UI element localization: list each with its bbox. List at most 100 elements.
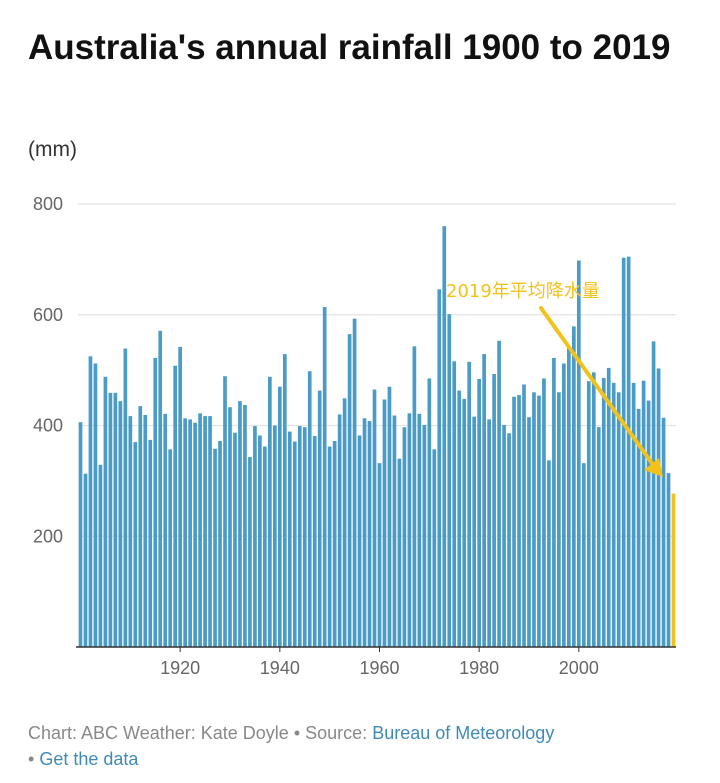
x-tick-label-1920: 1920 [160,658,200,678]
bar-2002 [586,381,591,647]
bar-2012 [636,408,641,647]
bar-1903 [93,363,98,647]
bar-1964 [397,458,402,647]
bar-1949 [322,306,327,647]
x-tick-label-1940: 1940 [260,658,300,678]
bar-2008 [616,392,621,647]
get-data-link[interactable]: Get the data [39,749,139,769]
bar-1959 [372,389,377,647]
footer-separator: • [293,723,301,743]
bar-1938 [268,376,272,647]
bar-1929 [223,376,227,647]
bar-1966 [407,413,412,647]
bar-1925 [203,416,207,647]
annotation-arrow-shaft [539,306,656,468]
y-tick-label-800: 800 [33,194,63,214]
bar-1918 [168,449,173,647]
bar-2019 [671,493,676,647]
annotation-layer: 2019年平均降水量 [446,281,663,477]
bar-2017 [661,417,666,647]
bar-1901 [83,473,88,647]
bar-1956 [357,435,362,647]
bar-1995 [552,357,556,647]
bar-1967 [412,346,417,647]
bar-1975 [452,361,457,647]
chart-footer: Chart: ABC Weather: Kate Doyle • Source:… [28,720,668,772]
y-tick-label-200: 200 [33,526,63,546]
bar-1973 [442,226,447,647]
bar-1951 [332,441,337,647]
bar-1942 [287,431,292,647]
bar-1986 [507,433,511,647]
bar-1930 [228,407,232,647]
bar-1937 [263,446,267,647]
bar-1988 [517,395,521,647]
bar-1992 [537,395,541,647]
bar-2015 [651,341,656,647]
bar-2006 [606,367,611,647]
bar-1946 [307,371,312,647]
bar-1976 [457,390,462,647]
bar-1906 [108,392,113,647]
bar-layer [78,226,676,647]
y-tick-label-600: 600 [33,305,63,325]
bar-1910 [128,416,133,647]
bar-1998 [567,347,571,647]
bar-1965 [402,427,407,647]
bar-1912 [138,406,143,647]
x-tick-label-1960: 1960 [359,658,399,678]
bar-1917 [163,413,168,647]
bar-1990 [527,417,531,647]
bar-1972 [437,289,442,647]
bar-1982 [487,419,491,647]
bar-1953 [342,398,347,647]
bar-1941 [282,354,287,647]
bar-1927 [213,448,217,647]
footer-separator-2: • [28,749,35,769]
y-tick-label-400: 400 [33,416,63,436]
bar-1961 [382,399,387,647]
source-prefix: Source: [305,723,368,743]
bar-1908 [118,401,123,647]
bar-1984 [497,340,501,647]
bar-1916 [158,330,163,647]
bar-1997 [562,363,566,647]
bar-1909 [123,348,128,647]
axis-layer: 1920 1940 1960 1980 2000 [76,646,676,678]
bar-1936 [258,435,262,647]
source-link[interactable]: Bureau of Meteorology [372,723,555,743]
bar-1905 [103,376,108,647]
unit-label: (mm) [28,138,77,161]
bar-1904 [98,464,103,647]
bar-1991 [532,392,536,647]
bar-1915 [153,357,158,647]
grid-layer: 200 400 600 800 [33,194,676,546]
bar-2003 [591,372,596,647]
bar-2013 [641,380,646,647]
annotation-arrow-head [644,458,663,477]
bar-2004 [596,427,601,647]
bar-1985 [502,424,506,647]
x-tick-label-2000: 2000 [559,658,599,678]
bar-1962 [387,386,392,647]
bar-2014 [646,400,651,647]
annotation-text: 2019年平均降水量 [446,281,600,302]
bar-1977 [462,398,467,647]
bar-1934 [248,457,252,647]
bar-1968 [417,413,422,647]
bar-2010 [626,256,631,647]
bar-1996 [557,392,561,647]
bar-1939 [272,425,277,647]
bar-2009 [621,257,626,647]
bar-1952 [337,414,342,647]
bar-1969 [422,424,427,647]
chart-title: Australia's annual rainfall 1900 to 2019 [28,28,671,67]
bar-2007 [611,382,616,647]
bar-1994 [547,460,551,647]
bar-1944 [297,426,302,647]
bar-1979 [472,416,477,647]
bar-1924 [198,413,202,647]
chart-credit: Chart: ABC Weather: Kate Doyle [28,723,289,743]
bar-1989 [522,384,526,647]
bar-1911 [133,442,138,647]
